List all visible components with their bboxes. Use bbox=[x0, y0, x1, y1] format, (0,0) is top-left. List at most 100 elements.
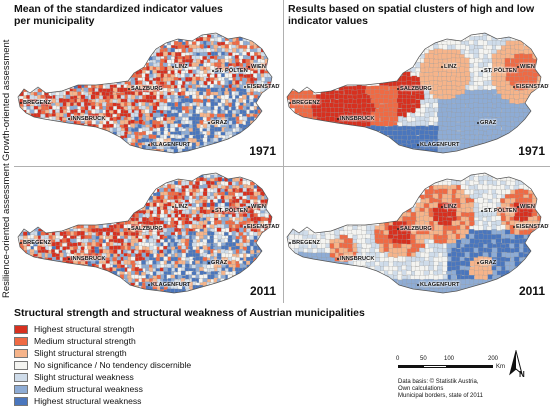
municipality-cell bbox=[428, 125, 434, 131]
municipality-cell bbox=[487, 242, 493, 249]
city-label-st-poelten: ST. PÖLTEN bbox=[212, 68, 248, 74]
map-panel-top-right: 1971 BREGENZ INNSBRUCK SALZBURG LINZ ST. PÖL… bbox=[285, 27, 549, 164]
municipality-cell bbox=[134, 274, 139, 280]
municipality-cell bbox=[437, 274, 444, 280]
municipality-cell bbox=[468, 269, 475, 276]
year-label: 2011 bbox=[249, 284, 276, 298]
municipality-cell bbox=[451, 251, 457, 258]
austria-map bbox=[286, 32, 542, 154]
municipality-cell bbox=[423, 234, 430, 240]
municipality-cell bbox=[216, 282, 222, 288]
municipality-cell bbox=[401, 130, 408, 136]
municipality-cell bbox=[464, 148, 470, 153]
municipality-cell bbox=[166, 249, 172, 254]
municipality-cell bbox=[221, 252, 226, 258]
left-column-title-line2: per municipality bbox=[14, 15, 95, 27]
municipality-cell bbox=[374, 111, 380, 118]
municipality-cell bbox=[184, 223, 190, 229]
municipality-cell bbox=[181, 252, 187, 258]
municipality-cell bbox=[433, 125, 439, 132]
municipality-cell bbox=[459, 224, 466, 231]
municipality-cell bbox=[238, 98, 244, 103]
municipality-cell bbox=[213, 238, 219, 244]
municipality-cell bbox=[329, 94, 335, 100]
municipality-cell bbox=[163, 77, 168, 82]
municipality-cell bbox=[492, 129, 498, 136]
municipality-cell bbox=[419, 265, 425, 272]
municipality-cell bbox=[123, 238, 129, 244]
municipality-cell bbox=[102, 101, 107, 107]
municipality-cell bbox=[246, 264, 252, 270]
municipality-cell bbox=[127, 137, 132, 143]
municipality-cell bbox=[423, 260, 430, 267]
municipality-cell bbox=[333, 242, 340, 249]
map-panel-bottom-right: 2011 BREGENZ INNSBRUCK SALZBURG LINZ ST. PÖL… bbox=[285, 167, 549, 304]
municipality-cell bbox=[351, 90, 358, 96]
municipality-cell bbox=[234, 198, 240, 204]
municipality-cell bbox=[325, 233, 331, 240]
municipality-cell bbox=[148, 289, 154, 293]
map-panel-top-left: 1971 BREGENZ INNSBRUCK SALZBURG LINZ ST. PÖL… bbox=[16, 27, 280, 164]
municipality-cell bbox=[130, 94, 136, 100]
city-label-klagenfurt: KLAGENFURT bbox=[148, 282, 191, 288]
city-label-eisenstadt: EISENSTADT bbox=[512, 224, 549, 230]
municipality-cell bbox=[419, 94, 426, 100]
municipality-cell bbox=[379, 225, 385, 231]
municipality-cell bbox=[105, 263, 111, 269]
country-border bbox=[17, 32, 273, 154]
municipality-cell bbox=[29, 94, 35, 100]
municipality-cell bbox=[468, 202, 475, 208]
column-divider bbox=[283, 0, 284, 303]
municipality-cell bbox=[437, 89, 443, 95]
municipality-cell bbox=[428, 274, 435, 280]
legend-label: No significance / No tendency discernibl… bbox=[34, 360, 192, 370]
city-label-innsbruck: INNSBRUCK bbox=[67, 256, 106, 262]
austria-map bbox=[17, 172, 273, 294]
legend-swatch bbox=[14, 324, 28, 334]
municipality-cell bbox=[220, 80, 226, 85]
legend-title: Structural strength and structural weakn… bbox=[14, 307, 365, 319]
municipality-cell bbox=[18, 106, 24, 112]
municipality-cell bbox=[170, 123, 175, 129]
legend-swatch bbox=[14, 384, 28, 394]
municipality-cell bbox=[450, 75, 457, 82]
legend-label: Medium structural weakness bbox=[34, 384, 143, 394]
city-label-innsbruck: INNSBRUCK bbox=[336, 256, 375, 262]
municipality-cell bbox=[55, 119, 61, 125]
municipality-cell bbox=[401, 75, 408, 82]
municipality-cell bbox=[271, 76, 272, 82]
city-label-st-poelten: ST. PÖLTEN bbox=[481, 208, 517, 214]
municipality-cells bbox=[287, 173, 541, 293]
municipality-cell bbox=[227, 278, 233, 284]
legend-label: Slight structural strength bbox=[34, 348, 127, 358]
municipality-cell bbox=[347, 238, 353, 244]
municipality-cell bbox=[459, 66, 466, 73]
municipality-cell bbox=[134, 245, 140, 251]
municipality-cell bbox=[528, 251, 534, 258]
municipality-cell bbox=[184, 241, 190, 247]
municipality-cell bbox=[209, 58, 215, 64]
municipality-cell bbox=[224, 44, 230, 49]
municipality-cell bbox=[271, 216, 272, 222]
municipality-cell bbox=[468, 84, 475, 91]
municipality-cell bbox=[387, 129, 394, 136]
north-label: N bbox=[519, 370, 525, 379]
municipality-cell bbox=[438, 224, 444, 231]
municipality-cell bbox=[473, 53, 479, 59]
municipality-cell bbox=[19, 245, 25, 251]
municipality-cell bbox=[514, 229, 520, 235]
municipality-cell bbox=[76, 124, 82, 130]
municipality-cell bbox=[491, 89, 497, 95]
municipality-cell bbox=[464, 129, 471, 136]
municipality-cell bbox=[235, 134, 241, 140]
municipality-cell bbox=[188, 47, 193, 53]
municipality-cell bbox=[450, 147, 457, 153]
city-label-bregenz: BREGENZ bbox=[19, 100, 52, 106]
legend-item-medium-weakness: Medium structural weakness bbox=[14, 384, 143, 394]
municipality-cell bbox=[184, 73, 190, 78]
source-note: Data basis: © Statistik Austria, Own cal… bbox=[398, 379, 483, 400]
municipality-cell bbox=[163, 267, 168, 272]
city-label-st-poelten: ST. PÖLTEN bbox=[212, 208, 248, 214]
municipality-cell bbox=[468, 233, 475, 240]
source-line2: Own calculations bbox=[398, 386, 444, 392]
